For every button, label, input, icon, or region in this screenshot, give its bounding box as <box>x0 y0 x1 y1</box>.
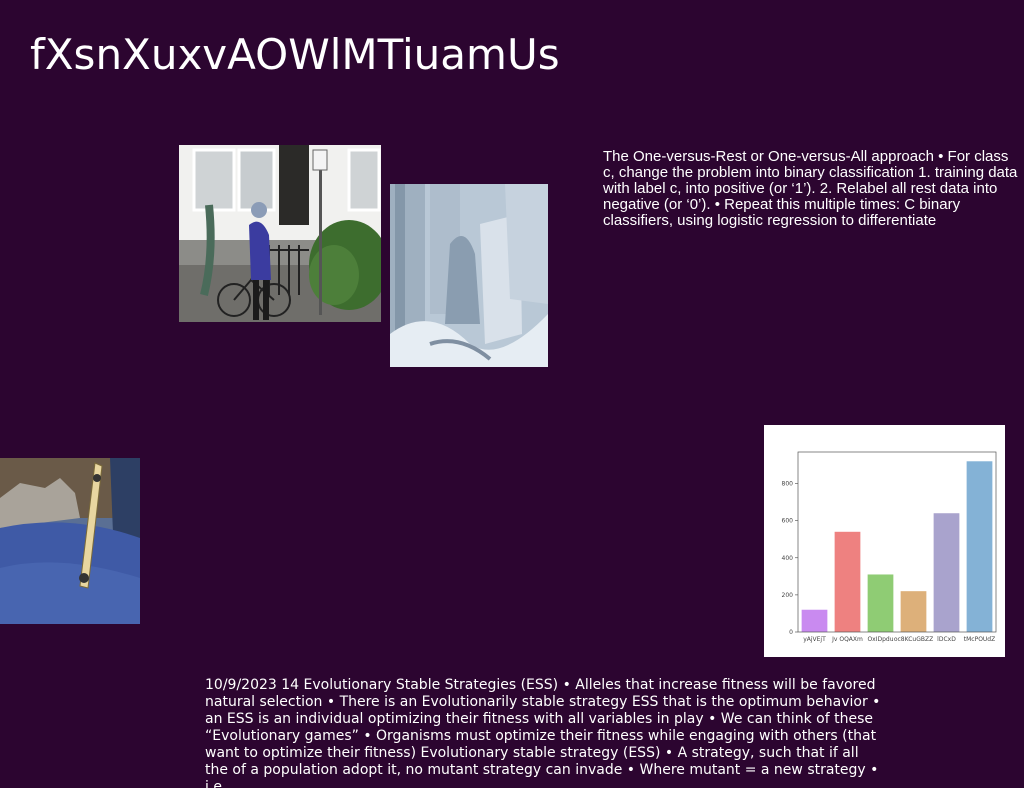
x-tick-label: Jv OQAXm <box>831 636 863 643</box>
y-tick-label: 0 <box>789 629 793 636</box>
x-tick-label: tMcPOUdZ <box>964 636 995 643</box>
x-tick-label: OxIDpdu <box>867 636 893 643</box>
chart-bar <box>900 591 927 632</box>
bar-chart-svg: yAjVEjT Jv OQAXm OxIDpdu oc8KCuGBZZ lDCxD tMc… <box>782 451 997 643</box>
chart-bar <box>867 574 894 632</box>
y-tick-label: 200 <box>782 592 794 599</box>
street-scene-photo <box>179 145 381 322</box>
chart-axes-frame <box>797 451 997 633</box>
skateboard-photo <box>0 458 140 624</box>
bar-chart: yAjVEjT Jv OQAXm OxIDpdu oc8KCuGBZZ lDCxD tMc… <box>764 425 1005 657</box>
chart-bar <box>801 609 828 632</box>
body-text-right: The One-versus-Rest or One-versus-All ap… <box>603 149 1018 229</box>
y-tick-label: 600 <box>782 518 794 525</box>
body-text-bottom: 10/9/2023 14 Evolutionary Stable Strateg… <box>205 677 881 788</box>
snowy-ruins-photo <box>390 184 548 367</box>
slide-title: fXsnXuxvAOWlMTiuamUs <box>30 30 560 79</box>
x-tick-label: lDCxD <box>937 636 956 643</box>
x-tick-label: oc8KCuGBZZ <box>894 636 933 643</box>
x-tick-label: yAjVEjT <box>803 636 826 643</box>
chart-bar <box>966 461 993 632</box>
y-tick-label: 400 <box>782 555 794 562</box>
y-tick-label: 800 <box>782 481 794 488</box>
chart-bar <box>933 513 960 632</box>
chart-bar <box>834 531 861 632</box>
